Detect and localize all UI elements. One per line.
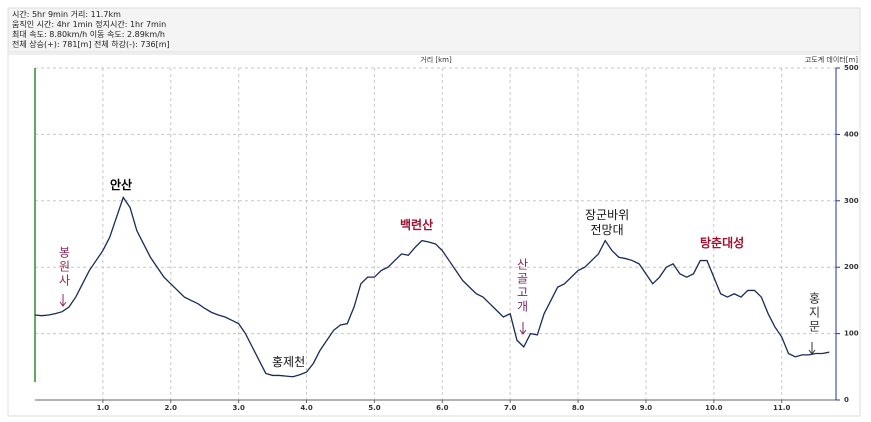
header-box [7, 7, 861, 53]
annotation: 산골고개 [515, 258, 529, 314]
x-tick-label: 3.0 [232, 404, 245, 412]
x-tick-label: 2.0 [165, 404, 178, 412]
y-tick-label: 100 [844, 330, 859, 338]
annotation: 홍지문 [807, 292, 821, 334]
y-tick-label: 400 [844, 130, 859, 138]
annotation-arrowhead [519, 329, 527, 335]
y-tick-label: 300 [844, 197, 859, 205]
annotation-arrowhead [808, 349, 816, 355]
annotation: 백련산 [400, 218, 434, 232]
stat-line: 움직인 시간: 4hr 1min 정지시간: 1hr 7min [12, 20, 167, 29]
annotation: 봉원사 [57, 246, 71, 288]
x-tick-label: 7.0 [504, 404, 517, 412]
x-tick-label: 5.0 [368, 404, 381, 412]
stat-line: 시간: 5hr 9min 거리: 11.7km [12, 10, 121, 19]
stat-line: 최대 속도: 8.80km/h 이동 속도: 2.89km/h [12, 30, 165, 39]
x-tick-label: 10.0 [705, 404, 722, 412]
y-tick-label: 200 [844, 263, 859, 271]
elevation-line [34, 196, 830, 378]
plot-frame [7, 53, 861, 417]
y-tick-label: 0 [844, 396, 849, 404]
x-tick-label: 6.0 [436, 404, 449, 412]
annotation: 장군바위 전망대 [585, 208, 630, 237]
x-axis-title: 거리 [km] [420, 55, 452, 64]
x-tick-label: 8.0 [572, 404, 585, 412]
stat-line: 전체 상승(+): 781[m] 전체 하강(-): 736[m] [12, 40, 170, 49]
annotation-arrowhead [59, 301, 67, 307]
x-tick-label: 11.0 [773, 404, 790, 412]
y-axis-title: 고도계 데이터[m] [805, 55, 858, 64]
x-tick-label: 1.0 [97, 404, 110, 412]
annotation: 탕춘대성 [700, 236, 745, 250]
y-tick-label: 500 [844, 64, 859, 72]
x-tick-label: 4.0 [300, 404, 313, 412]
annotation: 안산 [110, 178, 133, 192]
annotation: 홍제천 [272, 355, 306, 369]
x-tick-label: 9.0 [640, 404, 653, 412]
